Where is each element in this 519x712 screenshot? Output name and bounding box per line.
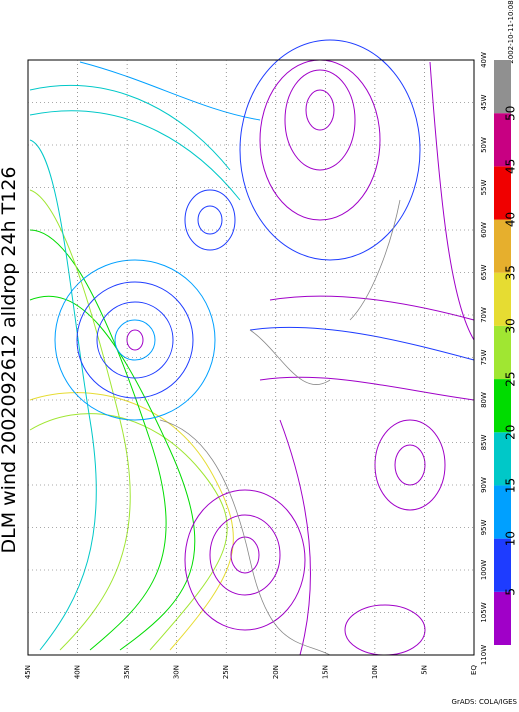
colorbar-label: 25 — [504, 371, 518, 386]
lat-label: 40N — [74, 665, 82, 679]
credit: GrADS: COLA/IGES — [452, 698, 518, 706]
colorbar-segment — [494, 591, 511, 645]
timestamp: 2002-10-11-10:08 — [507, 0, 515, 63]
colorbar-segment — [494, 113, 511, 167]
colorbar-label: 20 — [504, 425, 518, 440]
colorbar-label: 5 — [504, 588, 518, 596]
lon-label: 100W — [480, 560, 488, 580]
colorbar-label: 45 — [504, 159, 518, 174]
colorbar-segment — [494, 538, 511, 592]
lat-label: 5N — [420, 665, 428, 675]
lon-label: 50W — [480, 137, 488, 153]
lon-label: 110W — [480, 645, 488, 665]
colorbar-segment — [494, 219, 511, 273]
colorbar-label: 35 — [504, 265, 518, 280]
map-title: DLM wind 2002092612 alldrop 24h T126 — [0, 166, 20, 553]
lon-label: 70W — [480, 307, 488, 323]
streamlines — [29, 39, 475, 656]
lon-label: 45W — [480, 95, 488, 111]
colorbar-label: 10 — [504, 531, 518, 546]
lat-label: 15N — [321, 665, 329, 679]
lat-label: EQ — [470, 665, 478, 675]
lon-label: 65W — [480, 265, 488, 281]
lon-label: 95W — [480, 520, 488, 536]
lat-label: 30N — [173, 665, 181, 679]
colorbar-label: 30 — [504, 318, 518, 333]
lon-label: 55W — [480, 180, 488, 196]
lon-label: 60W — [480, 222, 488, 238]
lat-label: 45N — [24, 665, 32, 679]
colorbar-segment — [494, 272, 511, 326]
colorbar-segment — [494, 379, 511, 433]
colorbar-segment — [494, 325, 511, 380]
colorbar-segment — [494, 432, 511, 486]
lon-label: 105W — [480, 602, 488, 622]
colorbar-segment — [494, 485, 511, 539]
lat-label: 20N — [272, 665, 280, 679]
lat-label: 35N — [123, 665, 131, 679]
lon-label: 40W — [480, 52, 488, 68]
lon-label: 90W — [480, 477, 488, 493]
colorbar-segment — [494, 166, 511, 220]
lon-label: 75W — [480, 350, 488, 366]
colorbar-label: 15 — [504, 478, 518, 493]
lat-label: 25N — [222, 665, 230, 679]
colorbar-label: 50 — [504, 106, 518, 121]
lon-label: 80W — [480, 392, 488, 408]
lon-label: 85W — [480, 435, 488, 451]
lat-label: 10N — [371, 665, 379, 679]
colorbar-segment — [494, 60, 511, 114]
colorbar-label: 40 — [504, 212, 518, 227]
